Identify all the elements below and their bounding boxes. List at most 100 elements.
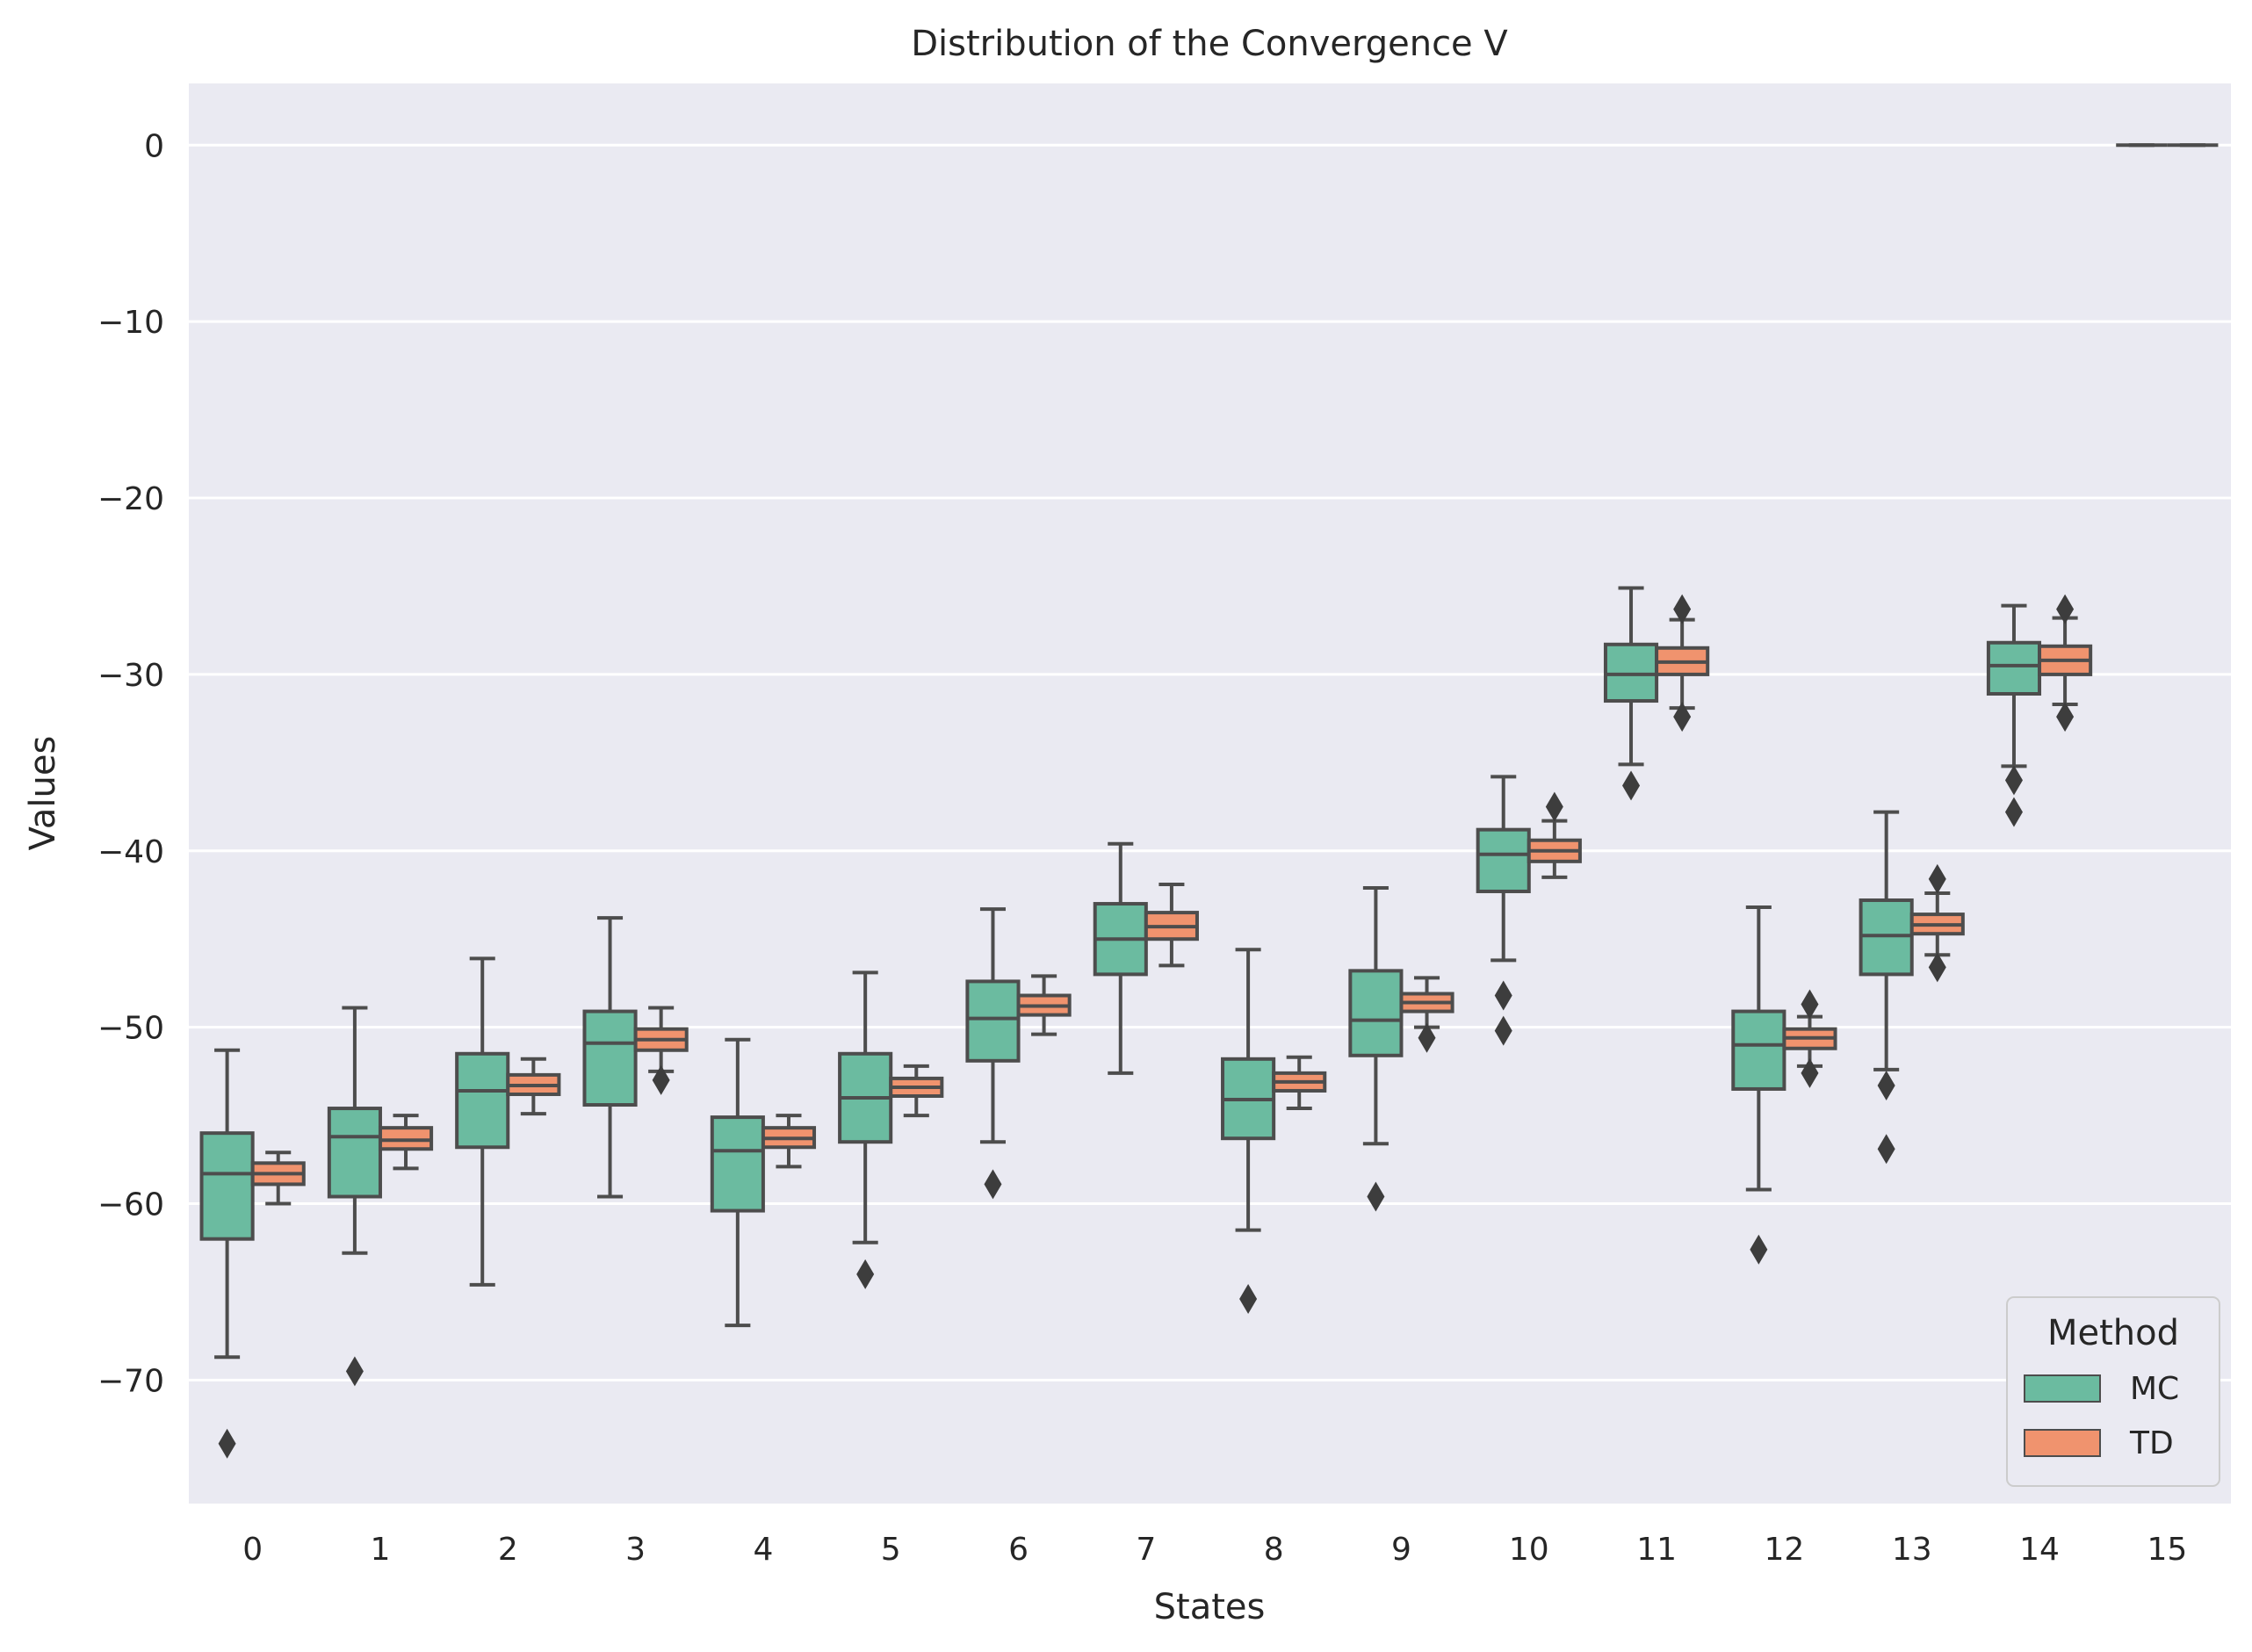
box-mc-state-6 [965,907,1021,1200]
box-iqr [582,1009,638,1107]
outlier-point [1673,594,1692,624]
outlier-point [1673,702,1692,732]
box-td-state-8 [1272,1055,1327,1111]
outlier-point [984,1169,1002,1200]
box-iqr [1348,969,1404,1057]
y-tick-label: 0 [144,128,164,164]
box-mc-state-5 [838,970,893,1289]
grid [189,143,2231,1381]
x-tick-label: 7 [1136,1532,1156,1568]
x-tick-label: 9 [1391,1532,1411,1568]
x-tick-label: 14 [2019,1532,2060,1568]
legend-swatch-td [2024,1429,2101,1457]
outlier-point [652,1064,670,1095]
box-td-state-10 [1527,791,1582,879]
box-mc-state-1 [327,1006,382,1387]
legend-swatch-mc [2024,1374,2101,1403]
outlier-point [218,1428,236,1459]
box-iqr [1603,642,1659,703]
outlier-point [1877,1070,1895,1100]
plot-background [189,83,2231,1504]
box-mc-state-12 [1731,905,1786,1265]
x-axis-label: States [1154,1587,1266,1627]
box-mc-state-14 [1986,603,2042,827]
box-td-state-5 [889,1064,944,1118]
box-td-state-2 [506,1057,561,1116]
outlier-point [1928,952,1946,983]
outlier-point [856,1259,875,1289]
x-tick-label: 1 [371,1532,391,1568]
x-tick-label: 2 [498,1532,518,1568]
box-iqr [965,979,1021,1063]
outlier-point [2056,594,2075,624]
box-iqr [1986,640,2042,696]
legend: Method MC TD [2006,1296,2220,1487]
outlier-point [345,1356,364,1387]
x-tick-label: 10 [1509,1532,1549,1568]
y-tick-label: −20 [97,481,164,517]
x-tick-label: 8 [1264,1532,1284,1568]
box-mc-state-2 [455,956,510,1287]
box-td-state-6 [1016,974,1072,1036]
box-iqr [1859,898,1914,977]
chart-title: Distribution of the Convergence V [911,24,1508,64]
outlier-point [1801,989,1819,1020]
box-td-state-13 [1909,863,1965,983]
outlier-point [2004,765,2023,796]
box-td-state-9 [1399,976,1454,1053]
y-tick-label: −60 [97,1187,164,1223]
boxes [199,143,2219,1459]
y-tick-label: −30 [97,658,164,694]
box-td-state-14 [2038,594,2093,732]
outlier-point [1801,1057,1819,1088]
box-iqr [710,1115,765,1213]
box-iqr [199,1131,255,1241]
x-tick-label: 12 [1765,1532,1805,1568]
outlier-point [2056,702,2075,732]
box-iqr [378,1126,434,1151]
y-tick-label: −50 [97,1011,164,1047]
legend-title: Method [2047,1313,2179,1353]
outlier-point [2004,797,2023,827]
box-mc-state-10 [1476,775,1531,1046]
y-tick-label: −10 [97,305,164,341]
x-tick-label: 5 [881,1532,901,1568]
x-tick-label: 11 [1636,1532,1677,1568]
outlier-point [1494,980,1512,1011]
box-td-state-11 [1655,594,1710,732]
box-td-state-7 [1144,882,1199,968]
x-tick-label: 13 [1892,1532,1932,1568]
y-axis-label: Values [23,736,63,851]
box-iqr [327,1107,382,1199]
outlier-point [1545,791,1563,822]
outlier-point [1494,1015,1512,1046]
legend-label-mc: MC [2130,1371,2179,1407]
box-td-state-1 [378,1114,434,1171]
box-iqr [455,1051,510,1150]
x-tick-label: 0 [242,1532,263,1568]
box-mc-state-8 [1221,948,1276,1314]
outlier-point [1750,1234,1768,1265]
outlier-point [1367,1181,1385,1212]
outlier-point [1877,1134,1895,1165]
y-tick-label: −70 [97,1363,164,1399]
box-iqr [1731,1009,1786,1091]
box-td-state-0 [250,1151,306,1206]
box-mc-state-13 [1859,810,1914,1165]
box-mc-state-9 [1348,885,1404,1212]
outlier-point [1928,863,1946,894]
box-iqr [1476,827,1531,893]
x-tick-label: 6 [1008,1532,1029,1568]
x-tick-label: 3 [625,1532,646,1568]
box-mc-state-4 [710,1037,765,1328]
x-ticks: 0 1 2 3 4 5 6 7 8 9 10 11 12 13 14 15 [242,1532,2187,1568]
box-mc-state-0 [199,1048,255,1459]
x-tick-label: 15 [2147,1532,2187,1568]
box-td-state-4 [761,1114,817,1169]
outlier-point [1622,770,1641,801]
legend-label-td: TD [2129,1425,2174,1461]
outlier-point [1239,1283,1258,1314]
y-tick-label: −40 [97,834,164,870]
y-ticks: 0 −10 −20 −30 −40 −50 −60 −70 [97,128,164,1399]
